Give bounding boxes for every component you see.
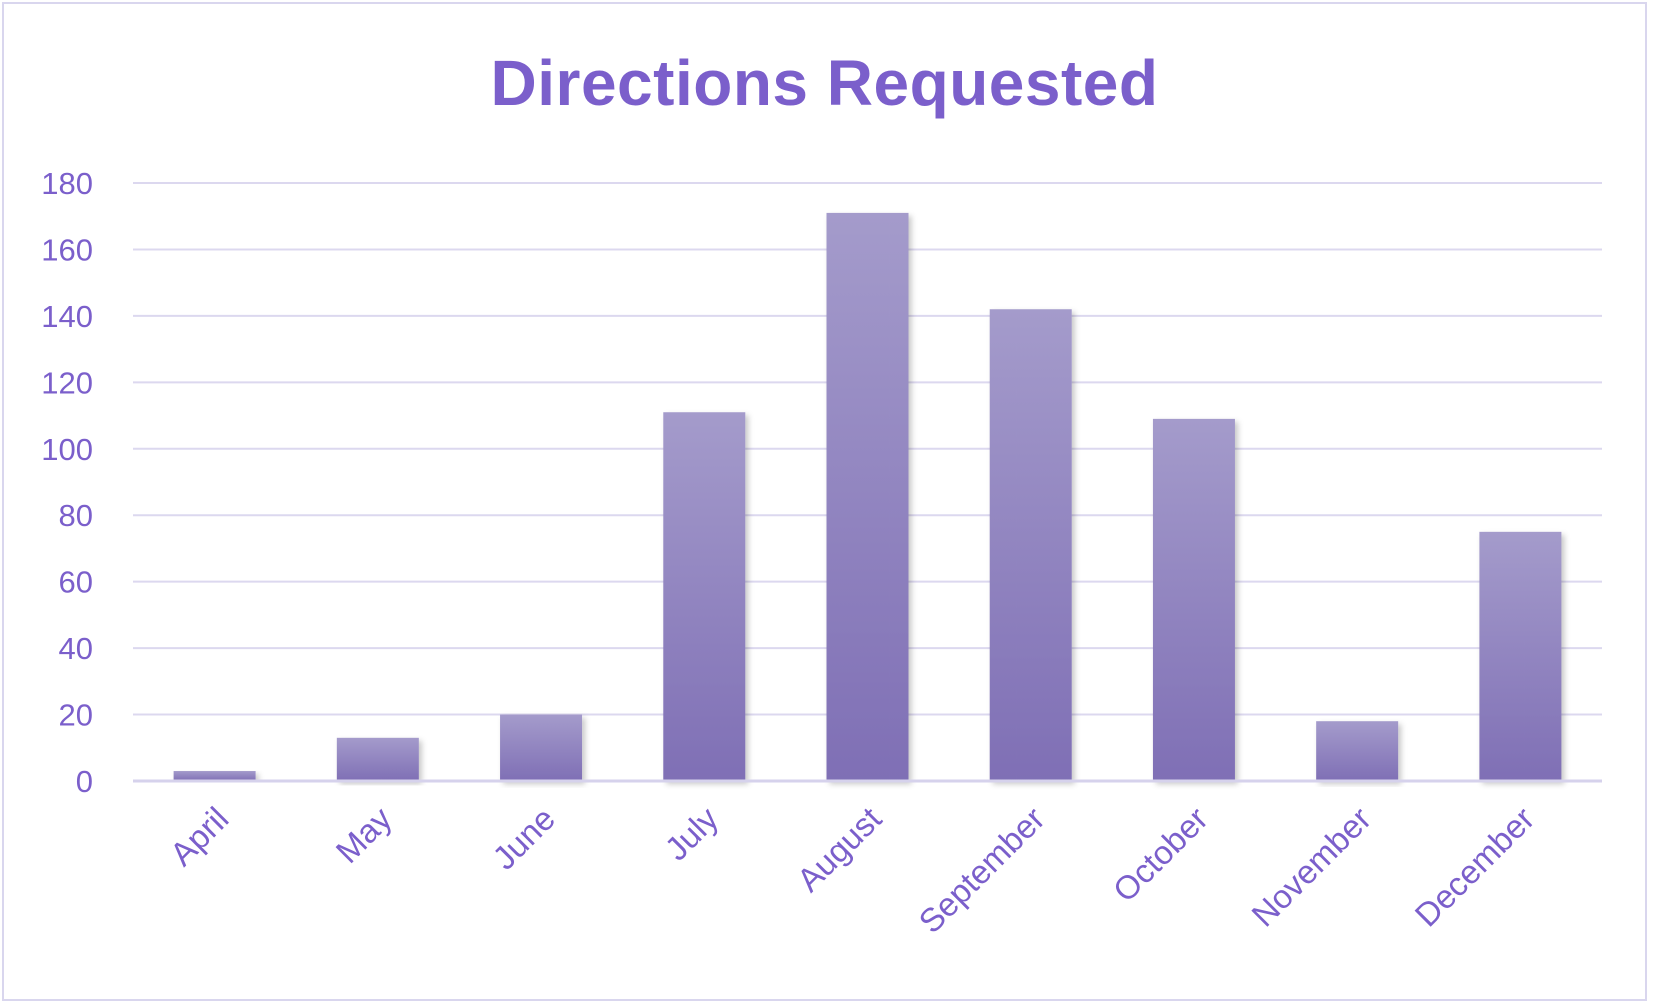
x-category-label: August bbox=[790, 800, 889, 899]
y-tick-label: 120 bbox=[41, 365, 93, 400]
y-tick-label: 180 bbox=[41, 166, 93, 201]
bars bbox=[173, 212, 1562, 781]
bar-april bbox=[173, 771, 256, 781]
bar-november bbox=[1316, 721, 1399, 781]
bar-december bbox=[1479, 531, 1562, 781]
y-tick-label: 140 bbox=[41, 299, 93, 334]
bar-october bbox=[1152, 418, 1235, 781]
bar-september bbox=[989, 309, 1072, 781]
bar-may bbox=[336, 737, 419, 781]
y-tick-label: 80 bbox=[59, 498, 93, 533]
x-category-label: October bbox=[1106, 800, 1215, 909]
x-category-label: May bbox=[329, 799, 400, 870]
y-tick-label: 0 bbox=[76, 764, 93, 799]
y-tick-label: 40 bbox=[59, 631, 93, 666]
x-category-label: November bbox=[1244, 800, 1378, 934]
x-category-label: June bbox=[485, 800, 562, 877]
bar-august bbox=[826, 212, 909, 781]
y-tick-label: 100 bbox=[41, 432, 93, 467]
x-axis-category-labels: April May June July August September October No… bbox=[163, 799, 1542, 940]
chart-title: Directions Requested bbox=[490, 47, 1159, 119]
bar-june bbox=[500, 714, 583, 781]
y-axis-tick-labels: 0 20 40 60 80 100 120 140 160 180 bbox=[41, 166, 93, 799]
x-category-label: December bbox=[1408, 800, 1542, 934]
y-tick-label: 60 bbox=[59, 565, 93, 600]
x-category-label: September bbox=[911, 800, 1051, 940]
bar-july bbox=[663, 412, 746, 781]
y-tick-label: 20 bbox=[59, 698, 93, 733]
y-tick-label: 160 bbox=[41, 232, 93, 267]
x-category-label: April bbox=[163, 800, 236, 873]
x-category-label: July bbox=[658, 799, 726, 867]
